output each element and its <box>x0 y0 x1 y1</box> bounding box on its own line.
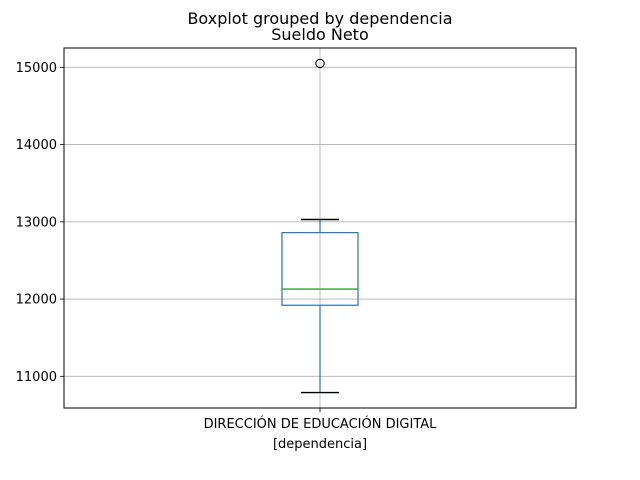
iqr-box <box>281 232 359 306</box>
y-tick-label: 14000 <box>16 138 57 153</box>
x-axis-label: [dependencia] <box>273 437 367 452</box>
x-tick-label: DIRECCIÓN DE EDUCACIÓN DIGITAL <box>204 416 438 432</box>
y-axis: 11000 12000 13000 14000 15000 <box>16 61 64 385</box>
plot-area <box>281 58 359 394</box>
outlier-point <box>315 58 325 69</box>
chart-title: Sueldo Neto <box>271 25 369 44</box>
y-tick-label: 13000 <box>16 215 57 230</box>
y-tick-label: 11000 <box>16 370 57 385</box>
x-axis: DIRECCIÓN DE EDUCACIÓN DIGITAL <box>204 408 438 432</box>
chart-suptitle: Boxplot grouped by dependencia <box>187 9 452 28</box>
y-tick-label: 12000 <box>16 293 57 308</box>
y-tick-label: 15000 <box>16 61 57 76</box>
